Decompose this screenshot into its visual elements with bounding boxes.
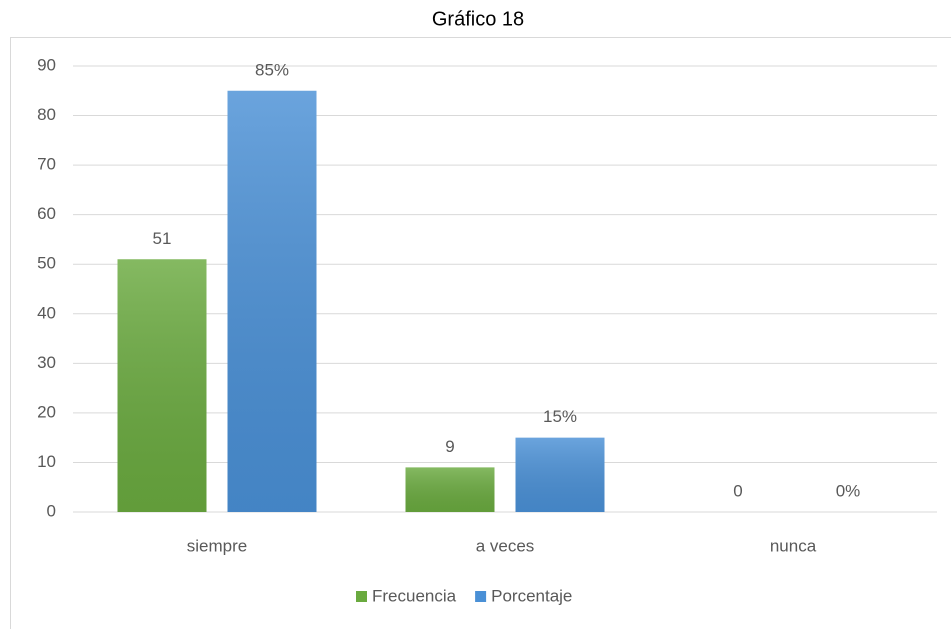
- y-tick-label: 10: [37, 452, 56, 471]
- legend-label: Frecuencia: [372, 586, 457, 605]
- bar-shade: [515, 437, 605, 512]
- legend-swatch: [475, 591, 487, 602]
- y-tick-label: 90: [37, 55, 56, 74]
- y-tick-label: 60: [37, 204, 56, 223]
- data-label: 15%: [543, 407, 577, 426]
- chart-title: Gráfico 18: [432, 8, 524, 30]
- data-label: 85%: [255, 60, 289, 79]
- data-label: 0: [733, 481, 742, 500]
- y-tick-label: 50: [37, 254, 56, 273]
- bar-shade: [227, 90, 317, 513]
- legend-label: Porcentaje: [491, 586, 572, 605]
- y-tick-label: 20: [37, 402, 56, 421]
- data-label: 51: [153, 229, 172, 248]
- legend-swatch: [356, 591, 367, 602]
- y-tick-label: 30: [37, 353, 56, 372]
- y-tick-label: 40: [37, 303, 56, 322]
- x-tick-label: nunca: [770, 536, 817, 555]
- x-tick-label: siempre: [187, 536, 247, 555]
- bar-shade: [405, 467, 495, 512]
- y-tick-label: 80: [37, 105, 56, 124]
- y-tick-label: 70: [37, 155, 56, 174]
- data-label: 0%: [836, 481, 861, 500]
- data-label: 9: [445, 437, 454, 456]
- bar-shade: [117, 259, 207, 512]
- x-tick-label: a veces: [476, 536, 535, 555]
- y-tick-label: 0: [47, 501, 56, 520]
